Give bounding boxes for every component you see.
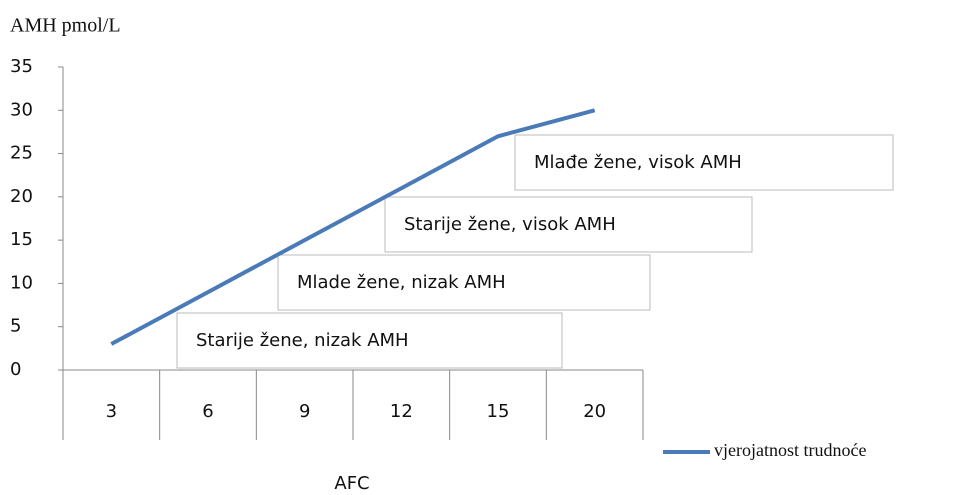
y-tick-label: 30 — [10, 99, 33, 120]
annotation: Starije žene, nizak AMH — [196, 330, 409, 351]
annotation: Starije žene, visok AMH — [404, 214, 616, 235]
annotation-box — [277, 254, 651, 311]
annotation-box — [176, 312, 563, 369]
x-tick-label: 15 — [487, 401, 510, 422]
x-tick-label: 20 — [583, 401, 606, 422]
y-tick-label: 35 — [10, 56, 33, 77]
y-tick-label: 15 — [10, 229, 33, 250]
x-tick-label: 9 — [299, 401, 310, 422]
annotation-box — [384, 196, 753, 253]
y-tick-label: 10 — [10, 272, 33, 293]
x-axis-label: AFC — [334, 473, 369, 494]
x-tick-label: 12 — [390, 401, 413, 422]
y-tick-label: 5 — [10, 316, 21, 337]
legend-label: vjerojatnost trudnoće — [714, 440, 866, 460]
annotation: Mlađe žene, visok AMH — [534, 152, 742, 173]
x-tick-label: 3 — [106, 401, 117, 422]
annotation: Mlade žene, nizak AMH — [297, 272, 506, 293]
y-tick-label: 25 — [10, 143, 33, 164]
x-tick-label: 6 — [202, 401, 213, 422]
line — [110, 108, 596, 346]
y-tick-label: 20 — [10, 186, 33, 207]
y-tick-label: 0 — [10, 359, 21, 380]
y-axis-label: AMH pmol/L — [10, 15, 121, 37]
annotation-box — [514, 134, 894, 191]
